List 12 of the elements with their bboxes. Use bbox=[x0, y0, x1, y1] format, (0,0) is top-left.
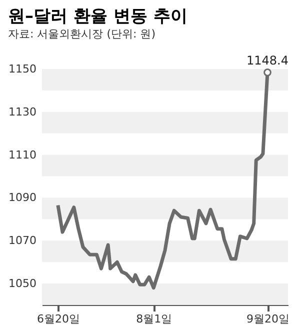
y-tick-label: 1150 bbox=[8, 62, 36, 76]
chart-title: 원–달러 환율 변동 추이 bbox=[8, 6, 188, 26]
x-tick-label: 6월20일 bbox=[36, 312, 80, 326]
y-tick-label: 1130 bbox=[8, 105, 36, 118]
x-tick-label: 8월1일 bbox=[136, 312, 172, 326]
y-tick-label: 1070 bbox=[8, 234, 36, 248]
chart-subtitle: 자료: 서울외환시장 (단위: 원) bbox=[8, 27, 156, 40]
y-tick-label: 1050 bbox=[8, 277, 36, 290]
x-tick-label: 9월20일 bbox=[246, 312, 290, 326]
y-tick-label: 1110 bbox=[8, 148, 36, 162]
annotation: 1148.4 bbox=[246, 53, 288, 68]
y-tick-label: 1090 bbox=[8, 191, 36, 204]
